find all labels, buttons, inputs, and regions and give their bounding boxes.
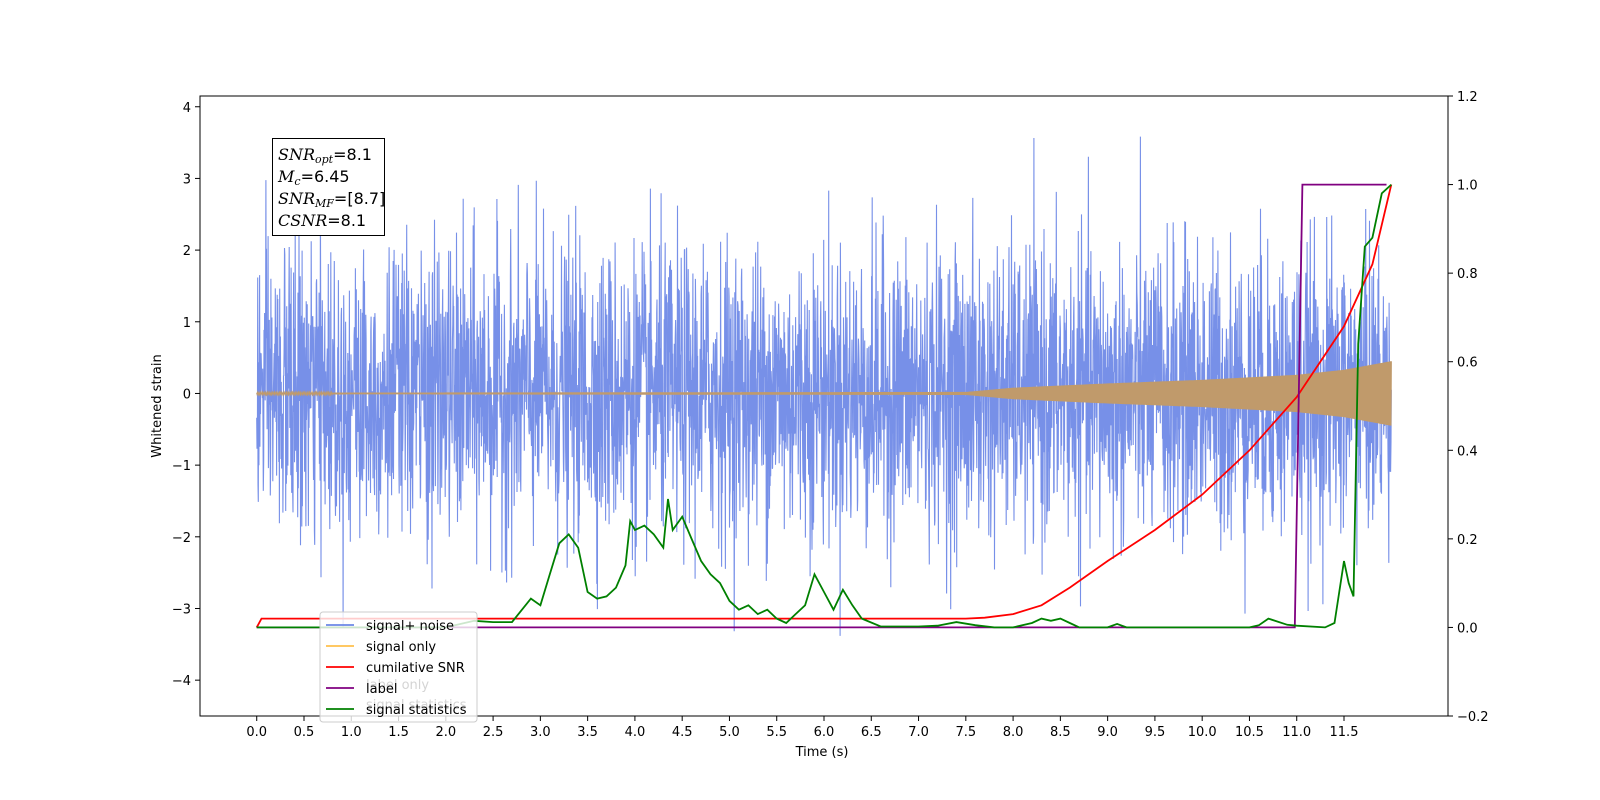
x-tick-label: 10.0 <box>1188 725 1217 740</box>
x-tick-label: 7.5 <box>955 725 976 740</box>
legend: label only signal statistics signal+ noise… <box>319 611 478 723</box>
x-tick-label: 5.5 <box>766 725 787 740</box>
y-right-tick-label: 0.6 <box>1457 356 1478 371</box>
series-signal-only <box>256 361 1392 426</box>
legend-label: signal only <box>366 640 436 655</box>
x-tick-label: 1.5 <box>388 725 409 740</box>
x-tick-label: 3.0 <box>530 725 551 740</box>
x-tick-label: 8.0 <box>1003 725 1024 740</box>
x-tick-label: 11.5 <box>1330 725 1359 740</box>
annotation-chirp-mass: Mc=6.45 <box>278 167 350 188</box>
x-tick-label: 8.5 <box>1050 725 1071 740</box>
series-layer <box>255 136 1393 636</box>
series-cumilative-snr <box>255 184 1393 628</box>
y-left-tick-label: −1 <box>172 459 191 474</box>
series-label <box>256 183 1387 629</box>
legend-ghost-label: label only <box>366 678 429 693</box>
annotation-snr-mf: SNRMF=[8.7] <box>278 189 386 210</box>
y-right-tick-label: 0.2 <box>1457 533 1478 548</box>
y-right-tick-label: 0.4 <box>1457 444 1478 459</box>
x-tick-label: 7.0 <box>908 725 929 740</box>
series-signal-statistics <box>256 183 1392 629</box>
y-left-tick-label: 4 <box>183 101 191 116</box>
annotation-snr-opt: SNRopt=8.1 <box>278 145 372 166</box>
y-left-tick-label: 1 <box>183 316 191 331</box>
y-left-tick-label: 0 <box>183 387 191 402</box>
legend-label: signal statistics <box>366 703 467 718</box>
annotation-csnr: CSNR=8.1 <box>278 211 367 230</box>
y-right-tick-label: 1.0 <box>1457 179 1478 194</box>
x-tick-label: 10.5 <box>1235 725 1264 740</box>
x-tick-label: 11.0 <box>1282 725 1311 740</box>
x-tick-label: 6.0 <box>814 725 835 740</box>
x-tick-label: 4.0 <box>625 725 646 740</box>
x-axis-ticks: 0.0 0.5 1.0 1.5 2.0 2.5 3.0 3.5 4.0 4.5 5.0 5.5 6.0 6… <box>246 716 1358 740</box>
y-axis-left-ticks: 4 3 2 1 0 −1 −2 −3 −4 <box>172 101 200 689</box>
y-left-tick-label: 3 <box>183 172 191 187</box>
x-tick-label: 0.5 <box>294 725 315 740</box>
y-right-tick-label: −0.2 <box>1457 710 1489 725</box>
y-axis-label: Whitened strain <box>150 354 165 457</box>
y-left-tick-label: −4 <box>172 674 191 689</box>
x-tick-label: 2.5 <box>483 725 504 740</box>
x-tick-label: 4.5 <box>672 725 693 740</box>
y-right-tick-label: 0.0 <box>1457 621 1478 636</box>
y-axis-right-ticks: 1.2 1.0 0.8 0.6 0.4 0.2 0.0 −0.2 <box>1448 90 1489 725</box>
legend-label: cumilative SNR <box>366 661 465 676</box>
x-tick-label: 9.5 <box>1145 725 1166 740</box>
legend-ghost-label: signal statistics <box>366 698 467 713</box>
y-left-tick-label: −3 <box>172 602 191 617</box>
legend-label: signal+ noise <box>366 619 454 634</box>
x-tick-label: 1.0 <box>341 725 362 740</box>
y-left-tick-label: 2 <box>183 244 191 259</box>
legend-box <box>319 611 478 723</box>
x-tick-label: 2.0 <box>435 725 456 740</box>
y-left-tick-label: −2 <box>172 531 191 546</box>
annotation-box: SNRopt=8.1 Mc=6.45 SNRMF=[8.7] CSNR=8.1 <box>272 138 385 236</box>
x-tick-label: 5.0 <box>719 725 740 740</box>
y-right-tick-label: 0.8 <box>1457 267 1478 282</box>
x-tick-label: 9.0 <box>1097 725 1118 740</box>
x-tick-label: 6.5 <box>861 725 882 740</box>
y-right-tick-label: 1.2 <box>1457 90 1478 105</box>
legend-label: label <box>366 682 397 697</box>
x-tick-label: 3.5 <box>577 725 598 740</box>
x-axis-label: Time (s) <box>795 745 849 760</box>
x-tick-label: 0.0 <box>246 725 267 740</box>
